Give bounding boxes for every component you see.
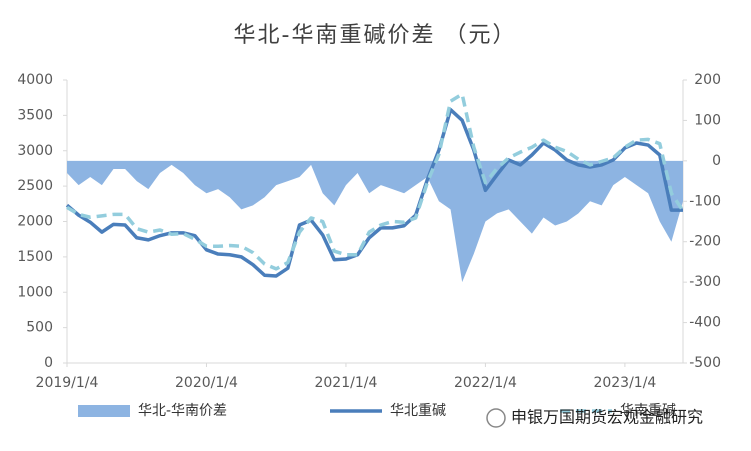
watermark-icon — [486, 408, 506, 428]
y-tick-label: 3000 — [17, 143, 53, 159]
y-tick-label: 0 — [44, 355, 53, 371]
y-tick-label: 500 — [26, 320, 53, 336]
x-tick-label: 2019/1/4 — [36, 375, 99, 391]
x-tick-label: 2020/1/4 — [175, 375, 238, 391]
y2-tick-label: -300 — [689, 274, 721, 290]
legend-label: 华南重碱 — [620, 403, 676, 419]
x-tick-label: 2023/1/4 — [593, 375, 656, 391]
y-tick-label: 3500 — [17, 107, 53, 123]
y-tick-label: 2500 — [17, 178, 53, 194]
y-tick-label: 4000 — [17, 72, 53, 88]
line — [66, 92, 685, 271]
legend-label: 华北-华南价差 — [138, 403, 227, 419]
y2-tick-label: -500 — [689, 355, 721, 371]
y2-tick-label: 100 — [694, 112, 721, 128]
watermark: 申银万国期货宏观金融研究 — [486, 408, 703, 428]
y-tick-label: 1500 — [17, 249, 53, 265]
legend-swatch — [78, 405, 130, 417]
legend-label: 华北重碱 — [390, 403, 446, 419]
y2-tick-label: 200 — [694, 72, 721, 88]
y-tick-label: 1000 — [17, 284, 53, 300]
y2-tick-label: -400 — [689, 315, 721, 331]
y2-tick-label: 0 — [712, 153, 721, 169]
y-tick-label: 2000 — [17, 214, 53, 230]
x-tick-label: 2021/1/4 — [314, 375, 377, 391]
area — [67, 160, 683, 283]
chart-title: 华北-华南重碱价差 （元） — [234, 23, 517, 48]
x-tick-label: 2022/1/4 — [454, 375, 517, 391]
watermark-text: 申银万国期货宏观金融研究 — [511, 408, 703, 427]
y2-tick-label: -200 — [689, 234, 721, 250]
y2-tick-label: -100 — [689, 193, 721, 209]
